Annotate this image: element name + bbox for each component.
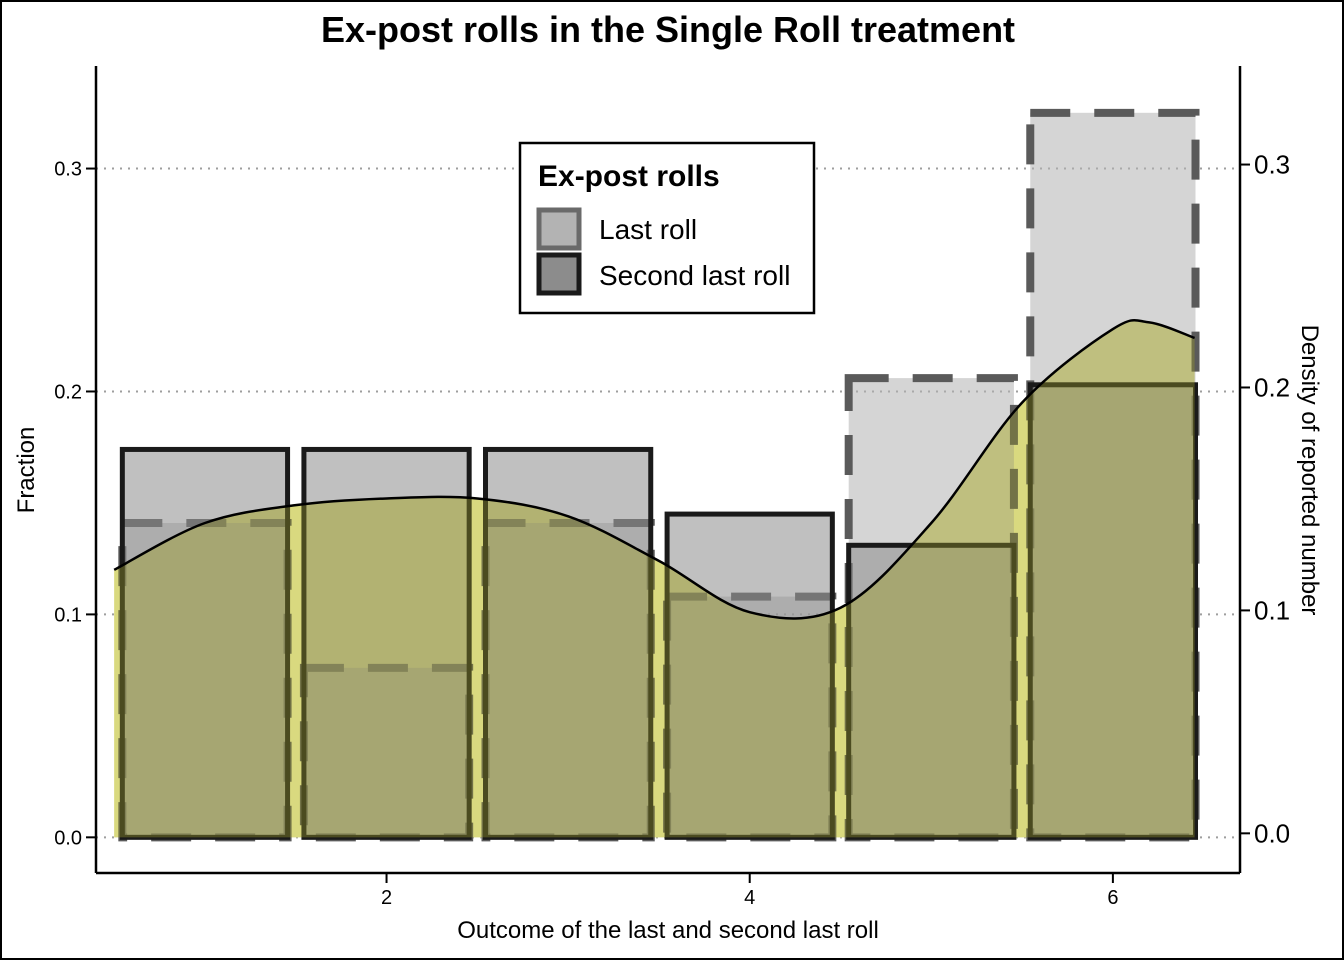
- y-tick-label-0: 0.0: [54, 827, 82, 849]
- y-tick-label-1: 0.1: [54, 604, 82, 626]
- y2-tick-label-2: 0.2: [1254, 372, 1290, 402]
- density-area-overlay: [114, 320, 1195, 838]
- y2-tick-label-3: 0.3: [1254, 150, 1290, 180]
- density-curve: [113, 318, 1196, 620]
- bar-second-last-roll-1: [119, 446, 291, 840]
- y-axis-label: Fraction: [13, 427, 40, 514]
- bar-second-last-roll-6: [1027, 382, 1199, 840]
- bar-second-last-roll-3: [483, 446, 654, 840]
- y-tick-label-2: 0.2: [54, 381, 82, 403]
- x-tick-label-1: 4: [744, 887, 755, 909]
- x-tick-label-0: 2: [381, 887, 392, 909]
- chart-title: Ex-post rolls in the Single Roll treatme…: [321, 9, 1015, 50]
- legend-title: Ex-post rolls: [538, 160, 720, 193]
- density-overlay: [114, 320, 1195, 838]
- y2-axis-label: Density of reported number: [1296, 325, 1323, 616]
- bar-second-last-roll-4: [664, 511, 835, 840]
- bar-second-last-roll-5: [846, 542, 1017, 840]
- legend-label-second-last-roll: Second last roll: [599, 260, 790, 291]
- y2-tick-label-0: 0.0: [1254, 818, 1290, 848]
- density-line: [113, 318, 1196, 620]
- x-axis-label: Outcome of the last and second last roll: [457, 917, 879, 944]
- legend: Ex-post rolls Last roll Second last roll: [518, 141, 816, 315]
- ticks: 0.0 0.1 0.2 0.3 0.0 0.1 0.2 0.3 2 4 6: [54, 150, 1290, 909]
- x-tick-label-2: 6: [1107, 887, 1118, 909]
- axes: [94, 66, 1242, 875]
- bar-second-last-roll-2: [301, 446, 472, 840]
- legend-label-last-roll: Last roll: [599, 214, 697, 245]
- y-tick-label-3: 0.3: [54, 159, 82, 181]
- legend-swatch-last-roll: [536, 207, 582, 251]
- bars-second-last-roll: [119, 382, 1199, 840]
- legend-swatch-second-last-roll: [536, 252, 582, 296]
- y2-tick-label-1: 0.1: [1254, 595, 1290, 625]
